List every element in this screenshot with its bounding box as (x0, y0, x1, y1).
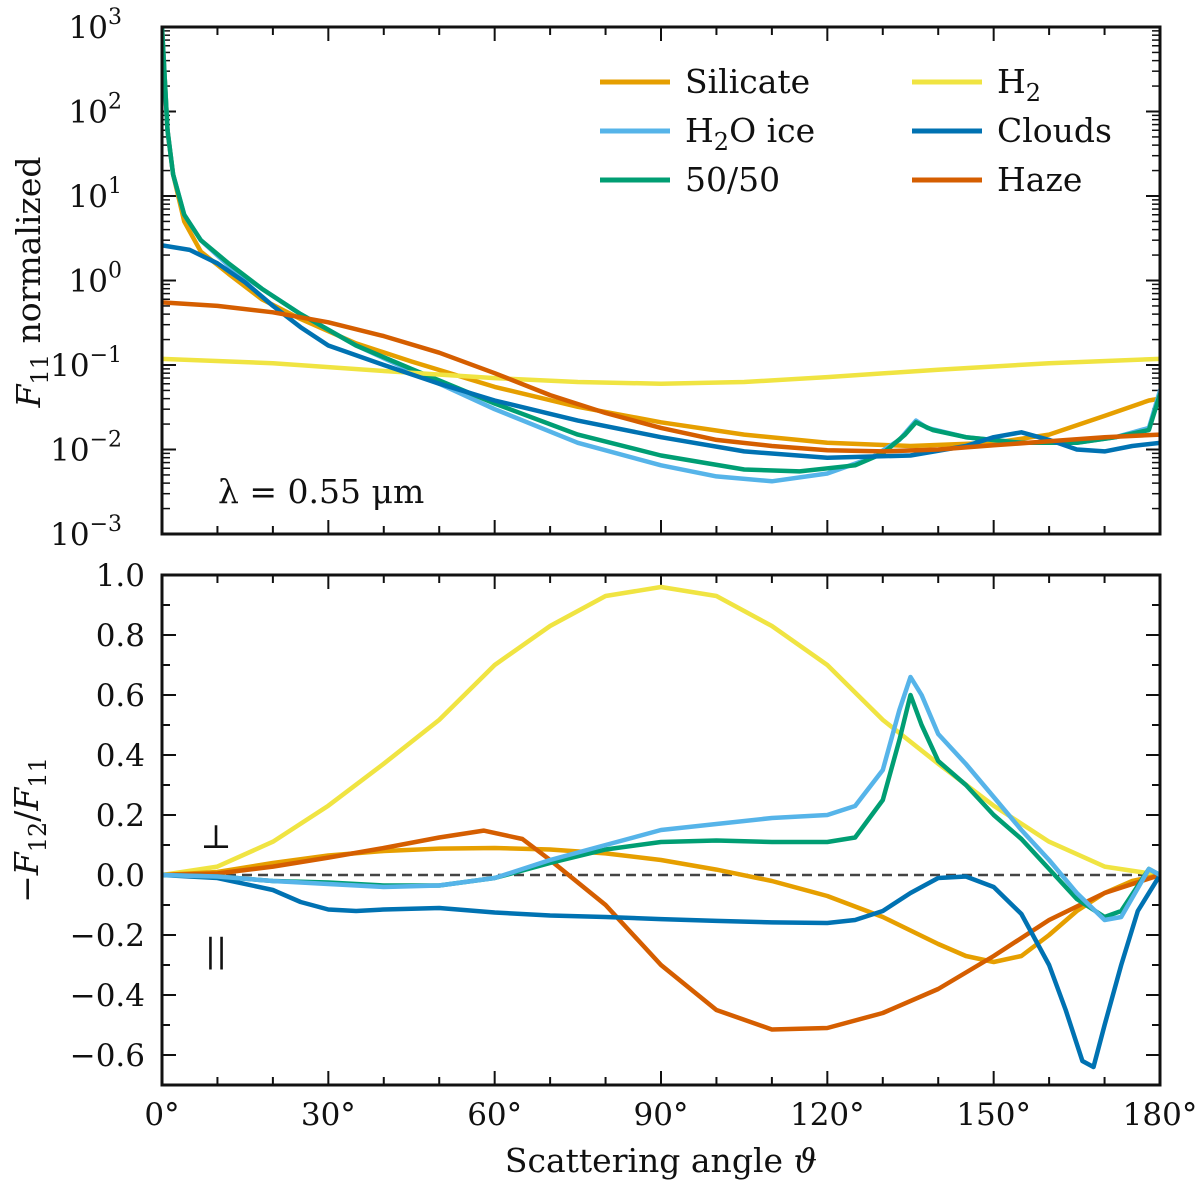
bottom-line-clouds (162, 872, 1160, 1070)
top-ticks (161, 26, 1161, 535)
top-y-tick-label: 102 (69, 90, 122, 131)
bottom-series-lines (162, 584, 1160, 1070)
top-y-tick-label: 10−2 (50, 428, 122, 469)
legend-label-h2: H2 (997, 62, 1041, 107)
legend-label-haze: Haze (997, 160, 1082, 199)
top-series-lines (162, 27, 1160, 484)
legend: Silicate H2O ice 50/50 H2 Clouds Haze (600, 62, 1112, 199)
bottom-y-tick-label: 1.0 (96, 558, 145, 594)
bottom-y-tick-label: 0.4 (96, 738, 145, 774)
bottom-panel: −0.6 −0.4 −0.2 0.0 0.2 0.4 0.6 0.8 1.0 0° 30° 60° 9… (7, 558, 1197, 1180)
bottom-y-tick-label: 0.6 (96, 678, 145, 714)
bottom-y-tick-label: −0.2 (70, 918, 145, 954)
parallel-annotation: || (205, 931, 227, 970)
legend-label-mix: 50/50 (685, 160, 780, 199)
x-tick-labels: 0° 30° 60° 90° 120° 150° 180° (144, 1097, 1197, 1133)
bottom-line-haze (162, 828, 1160, 1032)
bottom-y-tick-label: 0.0 (96, 858, 145, 894)
x-tick-label: 180° (1123, 1097, 1198, 1133)
top-y-tick-labels: 10−3 10−2 10−1 100 101 102 103 (50, 5, 122, 553)
legend-label-h2o: H2O ice (685, 111, 815, 156)
top-line-haze (162, 300, 1160, 454)
top-line-clouds (162, 243, 1160, 460)
top-line-silicate (162, 27, 1160, 449)
bottom-axes-frame (160, 573, 1162, 1087)
x-axis-title: Scattering angle ϑ (505, 1141, 817, 1180)
perpendicular-annotation: ⊥ (200, 817, 231, 856)
x-tick-label: 120° (790, 1097, 865, 1133)
top-y-tick-label: 10−1 (50, 343, 122, 384)
x-tick-label: 60° (467, 1097, 522, 1133)
top-y-tick-label: 10−3 (50, 512, 122, 553)
wavelength-annotation: λ = 0.55 μm (218, 472, 424, 511)
top-line-h2 (162, 356, 1160, 386)
top-axes-frame (160, 25, 1162, 536)
top-y-axis-title: F11 normalized (9, 157, 54, 409)
bottom-y-tick-label: 0.8 (96, 618, 145, 654)
bottom-y-tick-label: 0.2 (96, 798, 145, 834)
bottom-y-tick-labels: −0.6 −0.4 −0.2 0.0 0.2 0.4 0.6 0.8 1.0 (70, 558, 145, 1074)
bottom-y-tick-label: −0.4 (70, 978, 145, 1014)
bottom-y-tick-label: −0.6 (70, 1038, 145, 1074)
top-y-tick-label: 100 (69, 259, 122, 300)
bottom-line-h2o (162, 674, 1160, 923)
x-tick-label: 30° (301, 1097, 356, 1133)
bottom-y-axis-title: −F12/F11 (7, 757, 52, 903)
legend-label-silicate: Silicate (685, 62, 810, 101)
top-y-tick-label: 101 (69, 174, 122, 215)
bottom-line-h2 (162, 584, 1160, 878)
x-tick-label: 150° (956, 1097, 1031, 1133)
x-tick-label: 0° (144, 1097, 179, 1133)
x-tick-label: 90° (634, 1097, 689, 1133)
top-y-tick-label: 103 (69, 5, 122, 46)
legend-label-clouds: Clouds (997, 111, 1112, 150)
